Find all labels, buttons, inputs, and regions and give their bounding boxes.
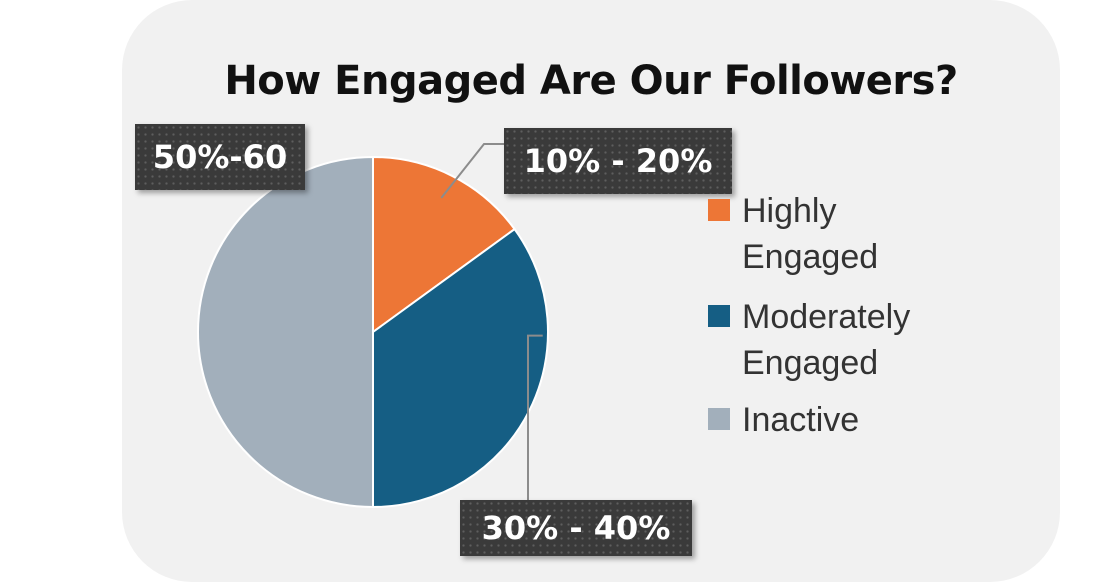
legend-label-inactive: Inactive (742, 401, 860, 439)
legend-label-highly-engaged: Highly Engaged (742, 192, 879, 276)
data-label-inactive: 50%-60 (135, 124, 305, 190)
legend-item-highly-engaged: Highly Engaged (708, 188, 982, 280)
data-label-highly-engaged: 10% - 20% (504, 128, 732, 194)
leader-line-moderately-engaged (527, 334, 543, 500)
legend-label-moderately-engaged: Moderately Engaged (742, 298, 911, 382)
legend-item-inactive: Inactive (708, 397, 982, 443)
leader-line-highly-engaged (440, 143, 504, 199)
pie-slice-highly-engaged (372, 155, 516, 334)
chart-title: How Engaged Are Our Followers? (224, 58, 958, 104)
legend-swatch-inactive (708, 408, 730, 430)
legend-swatch-moderately-engaged (708, 305, 730, 327)
legend-item-moderately-engaged: Moderately Engaged (708, 294, 982, 386)
data-label-moderately-engaged: 30% - 40% (460, 500, 692, 556)
pie-slice-inactive (197, 155, 374, 509)
legend-swatch-highly-engaged (708, 199, 730, 221)
